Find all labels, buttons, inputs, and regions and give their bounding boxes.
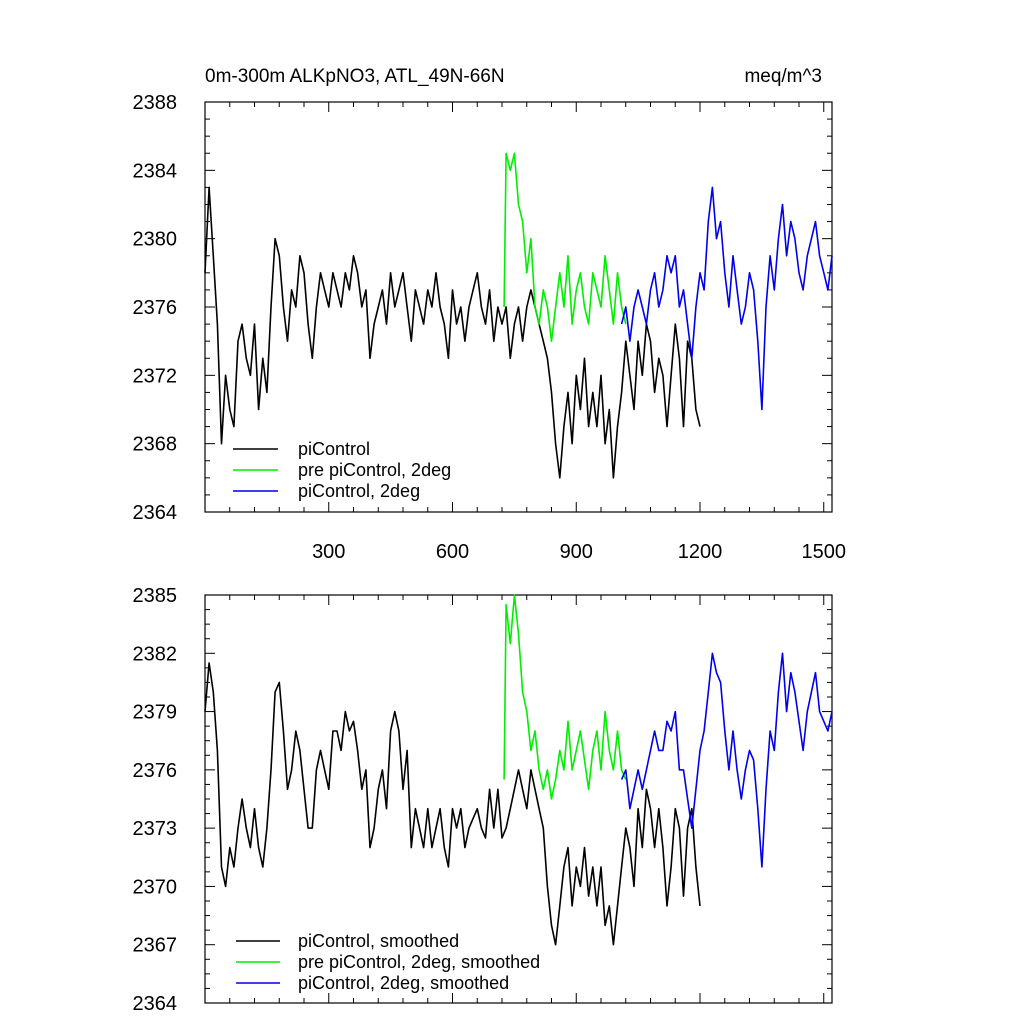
y-tick-label: 2373 bbox=[133, 818, 178, 840]
series-line-2 bbox=[503, 152, 627, 343]
legend-label: piControl, smoothed bbox=[298, 931, 459, 951]
series-line-1 bbox=[204, 186, 701, 479]
y-tick-label: 2388 bbox=[133, 92, 178, 114]
legend-label: piControl bbox=[298, 439, 370, 459]
series-line-2 bbox=[503, 594, 627, 800]
y-tick-label: 2370 bbox=[133, 876, 178, 898]
legend-label: piControl, 2deg, smoothed bbox=[298, 973, 509, 993]
y-tick-label: 2384 bbox=[133, 160, 178, 182]
y-tick-label: 2368 bbox=[133, 434, 178, 456]
x-tick-label: 1500 bbox=[802, 541, 847, 563]
y-tick-label: 2376 bbox=[133, 297, 178, 319]
top-panel: 2364 2368 2372 2376 2380 2384 2388 300 600 900 120… bbox=[133, 66, 847, 563]
y-tick-label: 2380 bbox=[133, 229, 178, 251]
y-tick-label: 2382 bbox=[133, 643, 178, 665]
x-tick-label: 1200 bbox=[678, 541, 723, 563]
y-tick-label: 2364 bbox=[133, 502, 178, 524]
series-line-1 bbox=[204, 662, 701, 946]
x-tick-label: 900 bbox=[560, 541, 593, 563]
y-tick-label: 2372 bbox=[133, 365, 178, 387]
legend-label: pre piControl, 2deg bbox=[298, 460, 451, 480]
chart-title-units: meq/m^3 bbox=[744, 66, 822, 87]
y-tick-label: 2376 bbox=[133, 760, 178, 782]
x-tick-label: 600 bbox=[436, 541, 469, 563]
bottom-panel: 2364 2367 2370 2373 2376 2379 2382 2385 piContro… bbox=[133, 585, 833, 1015]
y-tick-label: 2379 bbox=[133, 702, 178, 724]
chart-title-left: 0m-300m ALKpNO3, ATL_49N-66N bbox=[205, 66, 505, 87]
series-line-3 bbox=[620, 186, 833, 411]
y-tick-label: 2385 bbox=[133, 585, 178, 607]
legend-label: piControl, 2deg bbox=[298, 481, 420, 501]
series-line-3 bbox=[620, 652, 833, 868]
y-tick-label: 2364 bbox=[133, 993, 178, 1015]
x-tick-label: 300 bbox=[312, 541, 345, 563]
legend-label: pre piControl, 2deg, smoothed bbox=[298, 952, 540, 972]
y-tick-label: 2367 bbox=[133, 935, 178, 957]
